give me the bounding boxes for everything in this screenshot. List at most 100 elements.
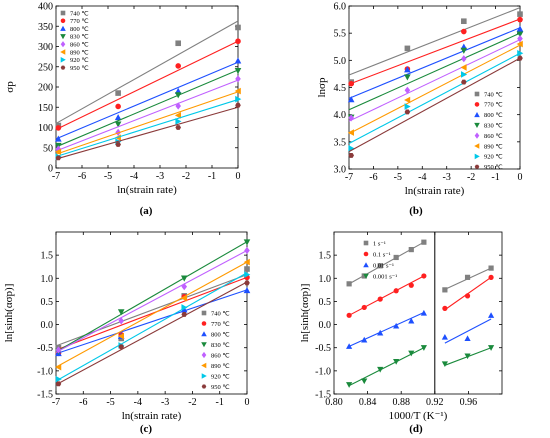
panel-b-data-point bbox=[516, 31, 524, 38]
panel-a-ytick-label: 400 bbox=[38, 2, 53, 13]
panel-b-data-point bbox=[348, 145, 355, 152]
panel-b-legend-marker bbox=[474, 164, 480, 169]
panel-a-ytick-label: 0 bbox=[48, 164, 53, 175]
panel-c-plot-frame bbox=[55, 231, 248, 395]
panel-d-data-point-left bbox=[420, 309, 427, 316]
panel-d-ytick-label: 0.5 bbox=[319, 297, 332, 308]
panel-d-legend-marker bbox=[363, 251, 369, 257]
panel-c-legend-label: 770 ℃ bbox=[211, 321, 230, 328]
panel-d-ytick-label: 1.0 bbox=[319, 274, 332, 285]
panel-b-data-point bbox=[348, 152, 354, 158]
panel-c-xtick-label: -7 bbox=[52, 397, 60, 408]
panel-c-data-point bbox=[244, 271, 251, 278]
panel-a-legend-marker bbox=[60, 65, 66, 70]
panel-b-data-point bbox=[517, 16, 523, 23]
panel-b-data-point bbox=[404, 86, 411, 94]
panel-c-data-point bbox=[181, 304, 188, 311]
panel-c-x-axis-title: ln(strain rate) bbox=[122, 410, 182, 422]
panel-d-xtick-label: 0.96 bbox=[460, 397, 478, 408]
panel-b-ytick-label: 5.5 bbox=[334, 29, 347, 40]
panel-d-xtick-label: 0.84 bbox=[359, 397, 377, 408]
panel-d-label: (d) bbox=[409, 423, 423, 435]
panel-d-data-point-left bbox=[346, 312, 352, 318]
panel-a-ytick-label: 350 bbox=[38, 22, 53, 33]
panel-d-data-point-left bbox=[408, 317, 415, 324]
panel-a-legend-label: 860 ℃ bbox=[70, 42, 89, 49]
panel-c-xtick-label: 0 bbox=[245, 397, 250, 408]
panel-b-xtick-label: -4 bbox=[418, 172, 426, 183]
panel-c-data-point bbox=[180, 306, 188, 313]
panel-d-data-point-right bbox=[442, 305, 448, 311]
panel-c-legend-label: 740 ℃ bbox=[211, 310, 230, 317]
panel-b-data-point bbox=[347, 129, 354, 136]
panel-a-legend-label: 890 ℃ bbox=[70, 49, 89, 56]
panel-d-data-point-right bbox=[441, 333, 448, 340]
panel-b-x-axis-title: ln(strain rate) bbox=[405, 185, 465, 197]
panel-b-legend-marker bbox=[474, 143, 480, 149]
panel-c-legend-label: 950 ℃ bbox=[211, 384, 230, 391]
panel-a-data-point bbox=[114, 121, 122, 128]
panel-b-fit-line bbox=[348, 39, 521, 122]
panel-a-data-point bbox=[115, 103, 121, 110]
panel-a-data-point bbox=[55, 135, 62, 142]
panel-d-data-point-left bbox=[377, 296, 383, 302]
panel-d-data-point-left bbox=[408, 350, 415, 357]
panel-a-data-point bbox=[174, 112, 181, 119]
panel-c-legend-marker bbox=[201, 331, 207, 337]
panel-b-xtick-label: -7 bbox=[345, 172, 353, 183]
panel-d-data-point-left bbox=[377, 263, 383, 269]
panel-a-legend-marker bbox=[60, 49, 66, 55]
panel-b-data-point bbox=[347, 96, 355, 103]
panel-a-data-point bbox=[175, 102, 181, 110]
panel-d-data-point-left bbox=[393, 288, 399, 294]
panel-c-label: (c) bbox=[140, 423, 153, 435]
panel-c-fit-line bbox=[55, 261, 248, 368]
panel-a-y-axis-title: σp bbox=[4, 81, 16, 93]
panel-b-ytick-label: 5.0 bbox=[334, 56, 347, 67]
panel-c-data-point bbox=[244, 280, 250, 286]
panel-b-data-point bbox=[461, 79, 467, 85]
panel-d-legend-label: 1 s⁻¹ bbox=[373, 240, 386, 247]
panel-b-data-point bbox=[348, 114, 354, 122]
panel-c-data-point bbox=[180, 294, 188, 302]
panel-a-legend-marker bbox=[60, 18, 66, 24]
panel-c-xtick-label: -3 bbox=[161, 397, 169, 408]
panel-c-fit-line bbox=[55, 281, 248, 386]
panel-a-data-point bbox=[235, 95, 242, 103]
panel-a-data-point bbox=[115, 142, 121, 147]
panel-a-legend-marker bbox=[60, 25, 66, 31]
panel-d-ytick-label: 1.5 bbox=[319, 251, 332, 262]
panel-d-y-axis-title: ln[sinh(ασp)] bbox=[299, 284, 311, 343]
panel-d-legend-label: 0.001 s⁻¹ bbox=[373, 273, 397, 280]
panel-c-data-point bbox=[118, 317, 125, 325]
panel-d-data-point-right bbox=[487, 312, 495, 318]
panel-c-y-axis-title: ln[sinh(ασp)] bbox=[3, 284, 15, 343]
panel-b-ytick-label: 4.0 bbox=[334, 110, 347, 121]
panel-b-data-point bbox=[348, 80, 354, 87]
panel-b-xtick-label: 0 bbox=[518, 172, 523, 183]
panel-d-chart: 0.80 0.84 0.88 0.92 0.96 -1.5 -1.0 -0.5 0.0 0.5 1.… bbox=[299, 231, 503, 422]
panel-d-legend-marker bbox=[363, 240, 369, 246]
panel-d-data-point-left bbox=[361, 273, 367, 279]
panel-b-data-point bbox=[516, 25, 524, 32]
panel-a-fit-line bbox=[55, 61, 239, 140]
panel-d-xtick-label: 0.88 bbox=[392, 397, 410, 408]
panel-d-data-point-right bbox=[464, 274, 471, 280]
panel-b-legend-label: 920 ℃ bbox=[484, 154, 503, 161]
panel-c-data-point bbox=[55, 346, 62, 354]
panel-a-legend-label: 800 ℃ bbox=[70, 26, 89, 33]
panel-b-fit-line bbox=[348, 7, 521, 76]
panel-c-chart: -7 -6 -5 -4 -3 -2 -1 0 -1.5 -1.0 -0.5 0.0 0.5 1.0 1.5 l… bbox=[3, 231, 251, 422]
panel-b-legend-marker bbox=[474, 102, 480, 107]
panel-d-fit-line-right bbox=[444, 318, 492, 344]
panel-a-fit-line bbox=[55, 20, 239, 124]
panel-a-data-point bbox=[175, 118, 182, 125]
panel-a-fit-line bbox=[55, 99, 239, 158]
panel-c-ytick-label: 1.0 bbox=[41, 274, 54, 285]
panel-b-data-point bbox=[517, 55, 523, 61]
panel-c-fit-line bbox=[55, 289, 248, 355]
panel-b-data-point bbox=[460, 47, 468, 54]
panel-a-legend-marker bbox=[60, 57, 66, 63]
panel-a-data-point bbox=[114, 114, 122, 121]
panel-a-xtick-label: 0 bbox=[236, 171, 241, 182]
